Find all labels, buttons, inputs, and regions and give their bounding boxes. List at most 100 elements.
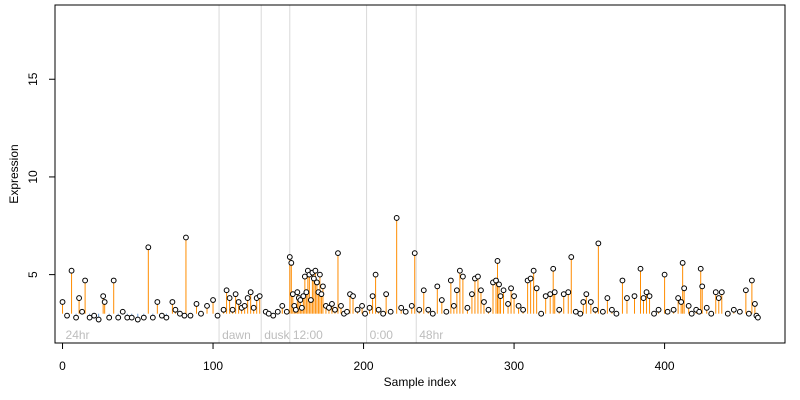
data-point xyxy=(283,308,290,315)
data-point xyxy=(134,316,141,323)
data-point xyxy=(359,302,365,309)
data-point xyxy=(651,310,657,317)
data-point xyxy=(497,293,504,300)
data-point xyxy=(128,314,135,321)
data-point xyxy=(637,265,644,272)
x-tick-label: 0 xyxy=(59,359,66,373)
data-point xyxy=(420,287,427,294)
data-point xyxy=(307,297,314,303)
data-point xyxy=(416,306,423,313)
data-point xyxy=(703,304,710,311)
data-point xyxy=(699,283,706,290)
data-point xyxy=(745,310,752,317)
data-point xyxy=(294,289,301,296)
data-point xyxy=(372,271,379,278)
data-point xyxy=(511,293,517,300)
data-point xyxy=(485,306,492,313)
data-point xyxy=(464,304,471,311)
data-point xyxy=(631,293,638,300)
data-point xyxy=(344,308,350,315)
data-point xyxy=(115,314,122,321)
data-point xyxy=(643,289,650,296)
data-point xyxy=(286,254,293,260)
data-point xyxy=(520,306,527,313)
data-point xyxy=(369,293,376,300)
data-point xyxy=(310,275,317,282)
group-label: 24hr xyxy=(66,328,90,342)
data-point xyxy=(478,287,484,294)
data-point xyxy=(718,289,725,296)
data-point xyxy=(508,285,514,292)
data-point xyxy=(350,293,356,300)
data-point xyxy=(329,301,335,307)
data-point xyxy=(609,306,615,313)
data-point xyxy=(393,215,400,221)
data-point xyxy=(595,240,602,247)
data-point xyxy=(187,312,194,319)
y-tick-label: 10 xyxy=(26,170,40,184)
data-point xyxy=(235,299,242,305)
data-point xyxy=(459,273,466,280)
data-point xyxy=(505,301,511,307)
data-point xyxy=(613,310,620,317)
data-point xyxy=(551,289,558,296)
data-point xyxy=(241,302,248,309)
data-point xyxy=(624,295,630,301)
data-point xyxy=(475,273,481,280)
data-point xyxy=(91,312,98,319)
data-point xyxy=(303,289,310,296)
data-point xyxy=(288,259,295,266)
data-point xyxy=(411,250,418,257)
data-point xyxy=(362,310,368,317)
data-point xyxy=(320,283,326,290)
data-point xyxy=(604,295,611,301)
data-point xyxy=(443,308,450,315)
data-point xyxy=(145,244,152,251)
x-tick-label: 300 xyxy=(504,359,524,373)
data-point xyxy=(712,289,719,296)
data-point xyxy=(300,293,307,300)
data-point xyxy=(493,277,499,284)
data-point xyxy=(670,306,677,313)
y-axis: 5 10 15 xyxy=(26,72,55,278)
points-layer xyxy=(59,215,761,323)
data-point xyxy=(292,306,299,313)
data-point xyxy=(515,302,522,309)
data-point xyxy=(640,295,647,301)
data-point xyxy=(688,310,695,317)
data-point xyxy=(119,308,126,315)
plot-frame xyxy=(54,4,786,344)
data-point xyxy=(59,299,66,305)
data-point xyxy=(335,250,341,257)
data-point xyxy=(232,291,239,298)
y-tick-label: 5 xyxy=(26,271,40,278)
data-point xyxy=(679,259,686,266)
data-point xyxy=(697,265,704,272)
data-point xyxy=(338,302,344,309)
data-point xyxy=(550,265,557,272)
data-point xyxy=(646,293,653,300)
data-point xyxy=(76,295,82,301)
data-point xyxy=(580,299,587,305)
data-point xyxy=(256,293,263,300)
data-point xyxy=(95,316,102,323)
data-point xyxy=(82,277,89,284)
data-point xyxy=(214,312,221,319)
data-point xyxy=(568,254,575,260)
data-point xyxy=(742,287,749,294)
data-point xyxy=(229,306,236,313)
data-point xyxy=(755,314,761,321)
data-point xyxy=(274,308,281,315)
data-point xyxy=(675,295,682,301)
data-point xyxy=(678,299,685,305)
data-point xyxy=(481,299,487,305)
data-point xyxy=(661,271,668,278)
group-label: 0:00 xyxy=(370,328,394,342)
y-tick-label: 15 xyxy=(26,72,40,86)
data-point xyxy=(387,308,394,315)
data-point xyxy=(172,306,179,313)
x-axis-title: Sample index xyxy=(384,375,457,389)
data-point xyxy=(530,267,537,274)
data-point xyxy=(110,277,117,284)
data-point xyxy=(317,271,323,278)
